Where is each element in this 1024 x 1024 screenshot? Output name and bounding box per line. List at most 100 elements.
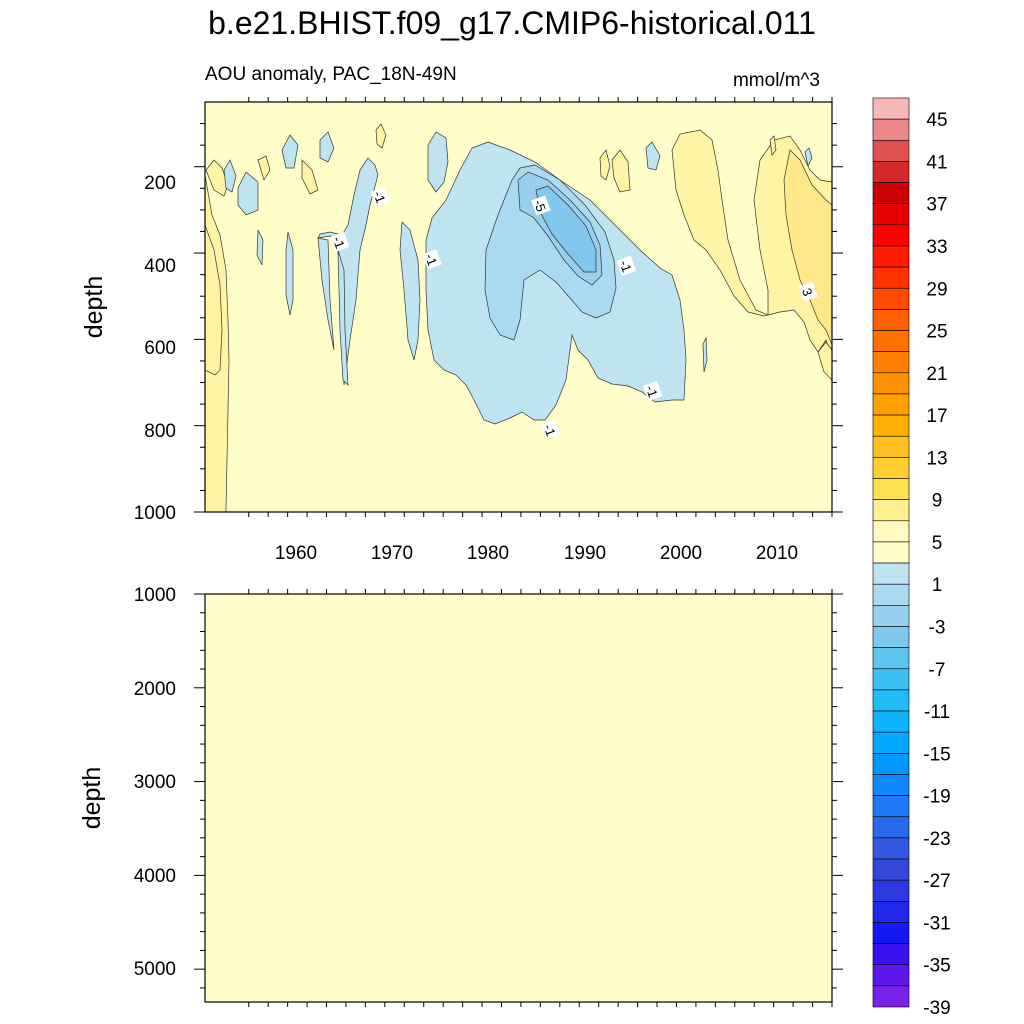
bottom-y-tick-label: 3000	[134, 772, 176, 793]
colorbar-swatch	[872, 224, 910, 247]
colorbar-swatch	[872, 287, 910, 310]
colorbar-swatch	[872, 161, 910, 183]
contour-label: 3	[798, 281, 818, 302]
contour-positive-left-inner	[205, 224, 223, 376]
colorbar-tick-label: 1	[932, 575, 943, 596]
colorbar-swatch	[872, 731, 910, 754]
colorbar-swatch	[872, 266, 910, 289]
colorbar-tick-label: 21	[926, 364, 947, 385]
colorbar-swatch	[872, 541, 910, 564]
top-panel-ticks	[194, 97, 843, 517]
colorbar-swatch	[872, 372, 910, 395]
colorbar-tick-label: 33	[926, 237, 947, 258]
colorbar-tick-label: -27	[923, 871, 950, 892]
colorbar-tick-label: 13	[926, 448, 947, 469]
colorbar-swatch	[872, 351, 910, 374]
colorbar-swatch	[872, 689, 910, 712]
contour-negative-blob-3	[256, 229, 264, 266]
top-y-tick-label: 1000	[134, 503, 176, 524]
colorbar-swatch	[872, 879, 910, 902]
colorbar-swatch	[872, 626, 910, 648]
top-y-tick-label: 200	[144, 173, 176, 194]
colorbar-swatch	[872, 605, 910, 627]
colorbar-tick-label: 5	[932, 533, 943, 554]
svg-text:-5: -5	[531, 198, 549, 214]
colorbar-swatch	[872, 435, 910, 458]
contour-positive-speck-6	[769, 135, 777, 156]
contour-negative-column-1963	[317, 237, 335, 351]
contour-negative-blob-7	[427, 131, 449, 193]
contour-positive-speck-4	[257, 155, 271, 181]
colorbar-swatch	[872, 393, 910, 416]
contour-negative-inner-3	[484, 164, 617, 341]
x-tick-label: 1980	[467, 543, 509, 564]
subtitle-left: AOU anomaly, PAC_18N-49N	[205, 64, 457, 85]
x-tick-label: 2010	[756, 543, 798, 564]
contour-negative-blob-1	[223, 159, 237, 193]
colorbar-swatch	[872, 583, 910, 606]
colorbar-tick-label: 17	[926, 406, 947, 427]
colorbar-swatch	[872, 203, 910, 226]
subtitle-units: mmol/m^3	[733, 70, 820, 91]
contour-positive-right-3	[783, 149, 832, 346]
colorbar-swatch	[872, 330, 910, 352]
colorbar-swatch	[872, 245, 910, 268]
colorbar-swatch	[872, 795, 910, 818]
svg-text:-1: -1	[370, 189, 388, 205]
x-tick-label: 1990	[564, 543, 606, 564]
colorbar-tick-label: -23	[923, 829, 950, 850]
colorbar-swatch	[872, 562, 910, 585]
contour-label: -5	[531, 195, 551, 216]
contour-negative-blob-4	[285, 231, 294, 316]
colorbar-swatch	[872, 647, 910, 670]
colorbar-tick-label: 37	[926, 195, 947, 216]
contour-negative-inner-7	[535, 185, 597, 273]
bottom-y-tick-label: 5000	[134, 959, 176, 980]
contour-negative-blob-2	[237, 171, 259, 216]
colorbar-swatch	[872, 478, 910, 500]
contour-label: -1	[330, 232, 350, 253]
x-tick-label: 1960	[275, 543, 317, 564]
colorbar-swatch	[872, 182, 910, 204]
svg-text:-1: -1	[422, 252, 440, 268]
colorbar-tick-label: -3	[929, 617, 946, 638]
colorbar-tick-label: -19	[923, 787, 950, 808]
colorbar-swatch	[872, 858, 910, 881]
colorbar-tick-label: -11	[924, 702, 950, 723]
colorbar-swatch	[872, 309, 910, 331]
colorbar-swatch	[872, 414, 910, 437]
colorbar-tick-label: 45	[926, 110, 947, 131]
colorbar-swatch	[872, 985, 910, 1008]
colorbar-labels: 45 41 37 33 29 25 21 17 13 9 5 1 -3 -7 -11 -15 -19 -23 -27…	[923, 110, 950, 1019]
colorbar-swatch	[872, 964, 910, 987]
top-panel: -1 -1 -1 -5 -1 -1 -1 3	[194, 97, 843, 517]
contour-label: -1	[370, 186, 391, 207]
colorbar-swatch	[872, 118, 910, 141]
top-y-tick-label: 600	[144, 338, 176, 359]
bottom-y-tick-label: 4000	[134, 866, 176, 887]
colorbar-swatch	[872, 668, 910, 691]
colorbar-tick-label: 41	[926, 152, 947, 173]
contour-labels: -1 -1 -1 -5 -1 -1 -1 3	[330, 186, 818, 440]
svg-text:-1: -1	[541, 422, 559, 438]
svg-text:-1: -1	[330, 234, 348, 250]
contour-positive-speck-1	[375, 123, 387, 149]
bottom-panel-background	[205, 594, 832, 1002]
contour-positive-right-edge	[817, 341, 832, 381]
contour-negative-blob-8	[645, 141, 661, 171]
contour-label: -1	[422, 249, 442, 270]
top-y-tick-label: 400	[144, 256, 176, 277]
colorbar-swatch	[872, 520, 910, 543]
bottom-y-tick-label: 2000	[134, 679, 176, 700]
colorbar-tick-label: -39	[923, 998, 950, 1019]
bottom-y-tick-label: 1000	[134, 585, 176, 606]
colorbar-tick-label: -7	[929, 660, 946, 681]
colorbar-swatch	[872, 499, 910, 522]
top-panel-frame	[204, 101, 833, 513]
colorbar-tick-label: -15	[923, 744, 950, 765]
colorbar-tick-label: -31	[923, 913, 950, 934]
colorbar-swatch	[872, 837, 910, 860]
colorbar-swatch	[872, 139, 910, 162]
contour-positive-speck-5	[301, 159, 319, 195]
